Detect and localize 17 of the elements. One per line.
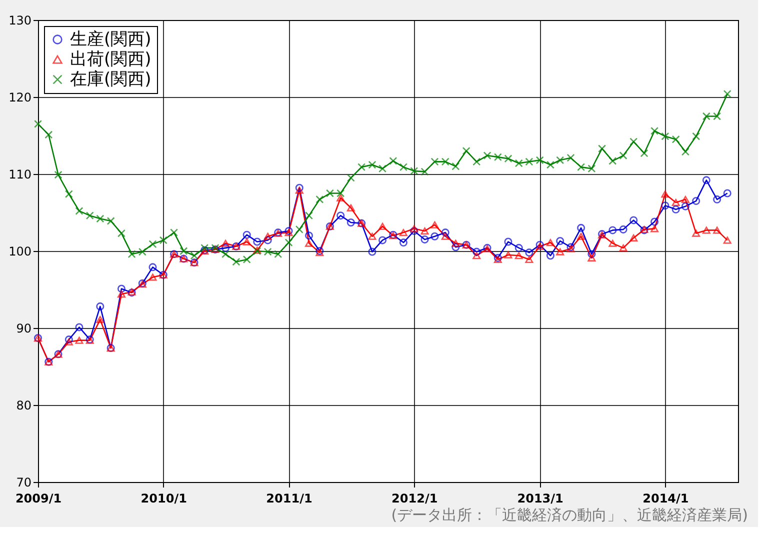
x-tick-label: 2010/1 bbox=[140, 492, 187, 506]
x-tick-label: 2014/1 bbox=[642, 492, 689, 506]
y-tick-label: 80 bbox=[16, 398, 32, 412]
x-tick-label: 2012/1 bbox=[392, 492, 438, 506]
y-tick-label: 70 bbox=[16, 476, 32, 490]
y-tick-label: 130 bbox=[8, 14, 32, 28]
x-tick-label: 2011/1 bbox=[266, 492, 312, 506]
y-tick-label: 120 bbox=[8, 90, 32, 104]
y-tick-label: 110 bbox=[8, 168, 32, 182]
text: (データ出所：「近畿経済の動向」、近畿経済産業局) bbox=[391, 506, 748, 524]
legend-label: 出荷(関西) bbox=[70, 50, 152, 70]
legend-label: 生産(関西) bbox=[70, 30, 152, 50]
y-tick-label: 90 bbox=[16, 322, 32, 336]
x-tick-label: 2013/1 bbox=[517, 492, 564, 506]
y-tick-label: 100 bbox=[8, 244, 32, 258]
legend-label: 在庫(関西) bbox=[70, 70, 152, 90]
x-tick-label: 2009/1 bbox=[15, 492, 62, 506]
